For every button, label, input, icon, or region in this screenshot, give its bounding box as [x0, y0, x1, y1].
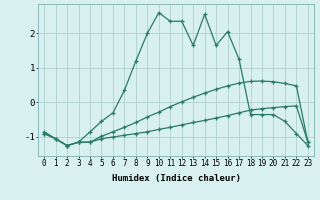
X-axis label: Humidex (Indice chaleur): Humidex (Indice chaleur) [111, 174, 241, 183]
